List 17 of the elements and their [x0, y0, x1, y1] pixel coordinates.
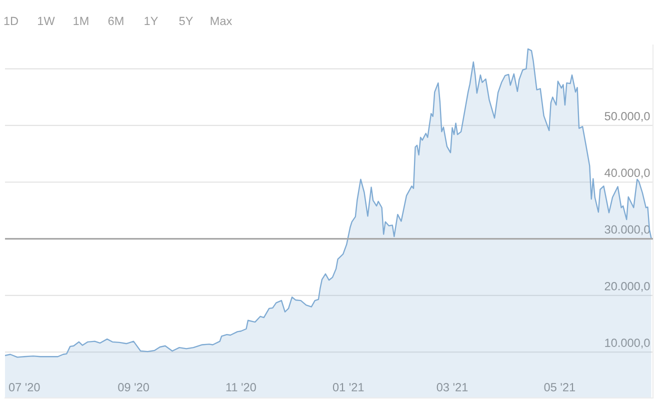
y-tick-label: 50.000,0 — [604, 112, 650, 122]
text: 6M — [108, 16, 124, 26]
text: Max — [210, 16, 232, 26]
y-tick-label: 40.000,0 — [604, 168, 650, 178]
text: 1D — [4, 16, 18, 26]
x-tick-label: 01 '21 — [332, 383, 364, 392]
x-tick-label: 05 '21 — [544, 383, 575, 392]
y-tick-label: 10.000,0 — [605, 338, 650, 348]
text: 1W — [38, 16, 55, 26]
x-tick-label: 07 '20 — [8, 383, 40, 392]
x-tick-label: 09 '20 — [118, 383, 149, 392]
text: 1Y — [144, 16, 158, 26]
y-tick-label: 20.000,0 — [604, 282, 650, 292]
x-tick-label: 11 '20 — [226, 383, 256, 392]
text: 5Y — [179, 16, 193, 26]
x-tick-label: 03 '21 — [436, 383, 468, 392]
text: 1M — [74, 16, 88, 26]
